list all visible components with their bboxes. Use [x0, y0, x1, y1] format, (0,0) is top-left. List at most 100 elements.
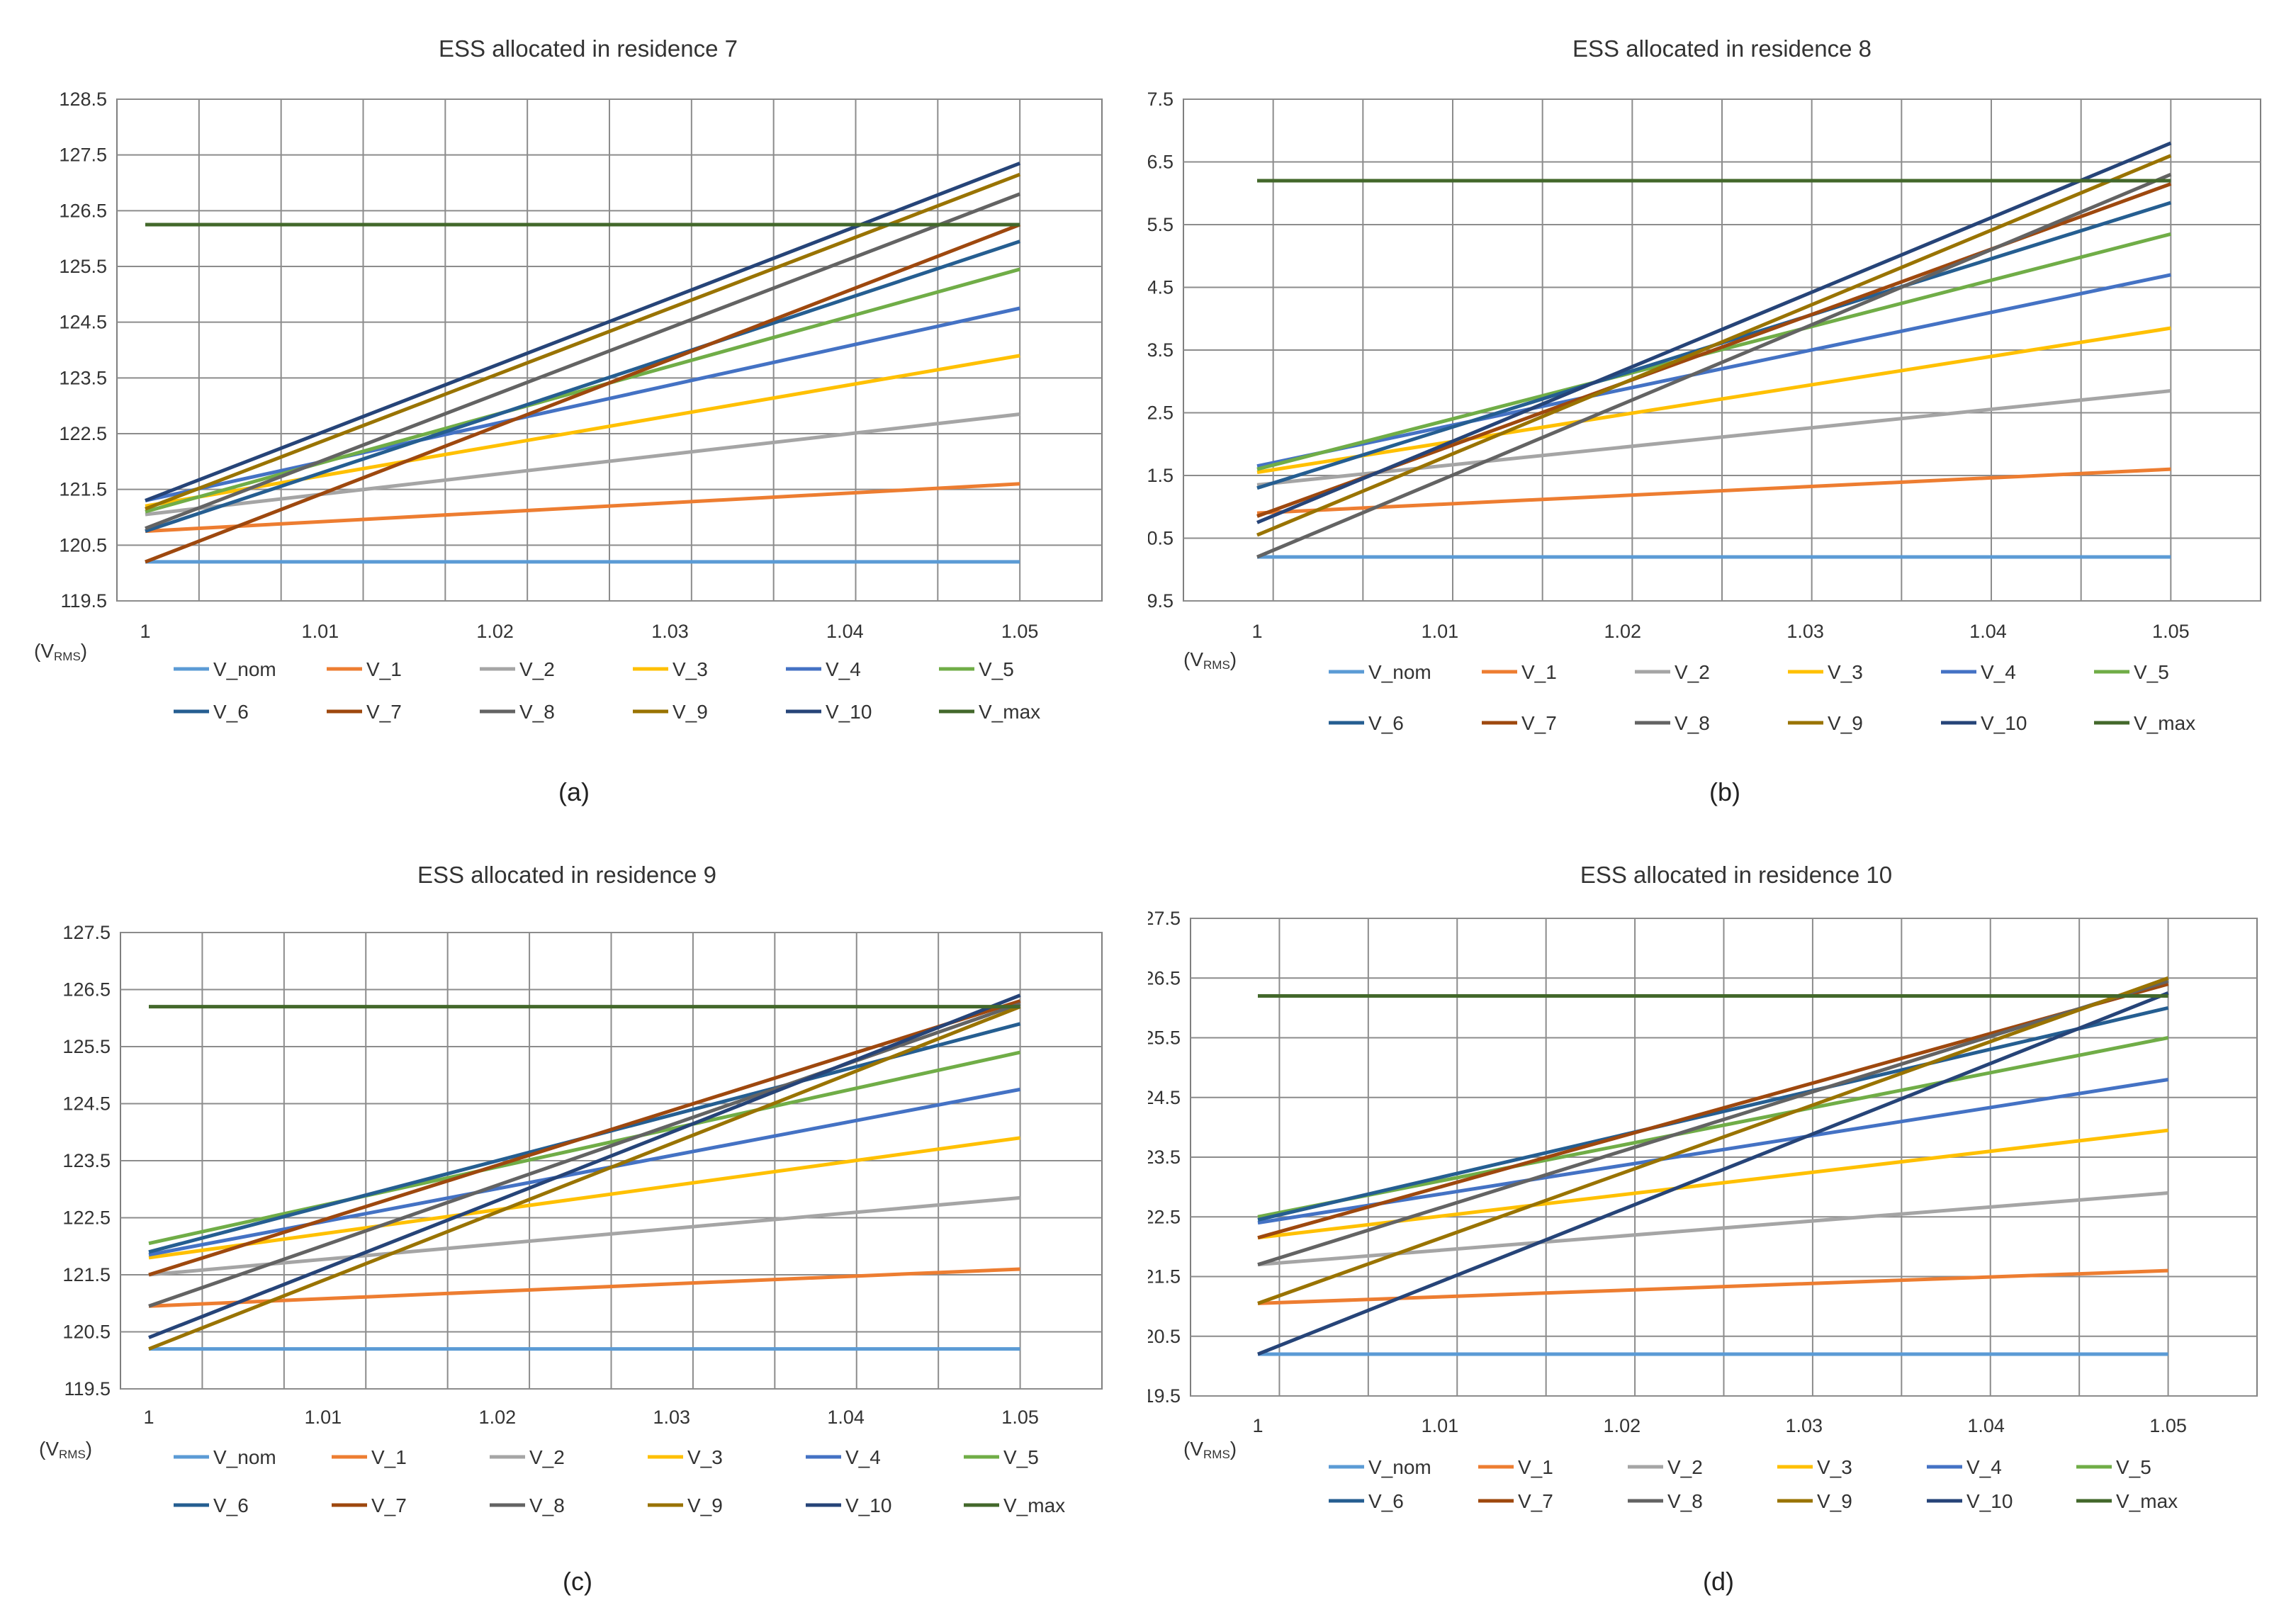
panel-caption: (d) — [1703, 1567, 1734, 1596]
legend-label: V_3 — [1817, 1456, 1852, 1478]
y-tick-label: 127.5 — [62, 922, 111, 943]
series-line-v-8 — [1256, 172, 2172, 559]
x-tick-label: 1.03 — [653, 1407, 690, 1428]
y-tick-label: 126.5 — [1148, 152, 1174, 173]
y-tick-label: 122.5 — [59, 423, 107, 444]
legend-label: V_1 — [371, 1446, 407, 1468]
legend-label: V_7 — [371, 1494, 407, 1516]
series-line-v-7 — [1257, 982, 2169, 1240]
y-tick-label: 125.5 — [1148, 214, 1174, 235]
legend-label: V_4 — [826, 658, 861, 680]
legend-label: V_1 — [1521, 661, 1557, 683]
legend-label: V_6 — [213, 701, 249, 723]
y-tick-label: 127.5 — [59, 145, 107, 166]
y-tick-label: 127.5 — [1148, 89, 1174, 110]
series-line-v-5 — [148, 1050, 1021, 1246]
series-line-v-2 — [1257, 1191, 2168, 1267]
series-line-v-3 — [1257, 1128, 2168, 1240]
panel-caption: (b) — [1709, 777, 1740, 806]
x-tick-label: 1.02 — [1604, 621, 1641, 642]
x-tick-label: 1.05 — [1001, 1407, 1039, 1428]
x-unit-label: (VRMS) — [39, 1438, 92, 1461]
series-line-v-4 — [1256, 273, 2171, 468]
legend-label: V_max — [1003, 1494, 1065, 1516]
legend-label: V_9 — [1828, 712, 1863, 734]
series-line-v-4 — [148, 1087, 1021, 1257]
x-tick-label: 1.01 — [302, 621, 339, 642]
series-line-v-9 — [1256, 154, 2172, 537]
y-tick-label: 119.5 — [64, 1378, 111, 1399]
series-line-v-9 — [1257, 976, 2169, 1305]
y-tick-label: 124.5 — [62, 1093, 111, 1115]
legend-label: V_9 — [687, 1494, 723, 1516]
legend-label: V_1 — [1518, 1456, 1553, 1478]
y-tick-label: 126.5 — [1148, 967, 1181, 989]
legend-label: V_nom — [213, 658, 276, 680]
chart-panel-1: ESS allocated in residence 7 119.5 120.5 12… — [0, 0, 1148, 811]
chart-svg: ESS allocated in residence 10 119.5 120.5 1… — [1148, 862, 2258, 1596]
series-line-v-8 — [1257, 979, 2169, 1267]
y-tick-label: 122.5 — [1148, 402, 1174, 424]
y-tick-label: 126.5 — [62, 979, 111, 1001]
legend-label: V_5 — [979, 658, 1014, 680]
series-line-v-2 — [1256, 389, 2171, 487]
x-tick-label: 1.02 — [1604, 1415, 1641, 1436]
y-tick-label: 128.5 — [59, 89, 107, 110]
legend-label: V_3 — [673, 658, 708, 680]
legend-label: V_10 — [826, 701, 872, 723]
legend-label: V_nom — [213, 1446, 276, 1468]
legend-label: V_7 — [1521, 712, 1557, 734]
series-line-v-1 — [148, 1267, 1020, 1308]
series-line-v-2 — [148, 1195, 1020, 1277]
x-tick-label: 1.05 — [1001, 621, 1039, 642]
legend-label: V_max — [2134, 712, 2195, 734]
x-tick-label: 1.03 — [1786, 621, 1824, 642]
y-tick-label: 120.5 — [59, 534, 107, 556]
panel-caption: (a) — [558, 777, 590, 806]
y-tick-label: 124.5 — [59, 312, 107, 333]
legend-label: V_6 — [1368, 1490, 1404, 1512]
legend-label: V_2 — [529, 1446, 565, 1468]
x-tick-label: 1.02 — [479, 1407, 517, 1428]
series-line-v-2 — [145, 412, 1020, 517]
x-unit-label: (VRMS) — [1183, 648, 1237, 672]
x-unit-label: (VRMS) — [34, 640, 87, 663]
series-line-v-5 — [1257, 1036, 2169, 1219]
series-line-v-1 — [1256, 467, 2171, 515]
series-line-v-9 — [148, 1005, 1021, 1351]
legend-label: V_2 — [1675, 661, 1710, 683]
x-tick-label: 1.01 — [305, 1407, 342, 1428]
series-line-v-7 — [148, 999, 1021, 1277]
legend-label: V_6 — [213, 1494, 249, 1516]
series-line-v-4 — [145, 306, 1020, 502]
y-tick-label: 122.5 — [1148, 1206, 1181, 1227]
y-tick-label: 127.5 — [1148, 908, 1181, 929]
x-tick-label: 1.04 — [827, 1407, 865, 1428]
chart-panel-2: ESS allocated in residence 8 119.5 120.5 12… — [1148, 0, 2296, 811]
legend-label: V_8 — [1675, 712, 1710, 734]
legend-label: V_5 — [1003, 1446, 1039, 1468]
legend-label: V_10 — [1981, 712, 2027, 734]
legend-label: V_1 — [366, 658, 402, 680]
x-unit-label: (VRMS) — [1183, 1438, 1237, 1461]
x-tick-label: 1.04 — [1967, 1415, 2005, 1436]
series-line-v-9 — [145, 172, 1021, 511]
x-tick-label: 1.04 — [826, 621, 864, 642]
legend-label: V_5 — [2116, 1456, 2151, 1478]
series-line-v-10 — [1256, 141, 2172, 524]
legend-label: V_9 — [1817, 1490, 1852, 1512]
series-line-v-6 — [145, 240, 1020, 534]
x-tick-label: 1.05 — [2152, 621, 2190, 642]
y-tick-label: 121.5 — [1148, 1266, 1181, 1288]
legend-label: V_7 — [366, 701, 402, 723]
legend-label: V_5 — [2134, 661, 2169, 683]
legend-label: V_8 — [1667, 1490, 1703, 1512]
x-tick-label: 1.03 — [1785, 1415, 1823, 1436]
y-tick-label: 125.5 — [59, 256, 107, 277]
legend-label: V_10 — [845, 1494, 891, 1516]
x-tick-label: 1 — [140, 621, 150, 642]
series-line-v-1 — [1257, 1268, 2168, 1305]
chart-svg: ESS allocated in residence 8 119.5 120.5 12… — [1148, 35, 2261, 806]
legend-label: V_8 — [519, 701, 555, 723]
legend-label: V_nom — [1368, 1456, 1431, 1478]
